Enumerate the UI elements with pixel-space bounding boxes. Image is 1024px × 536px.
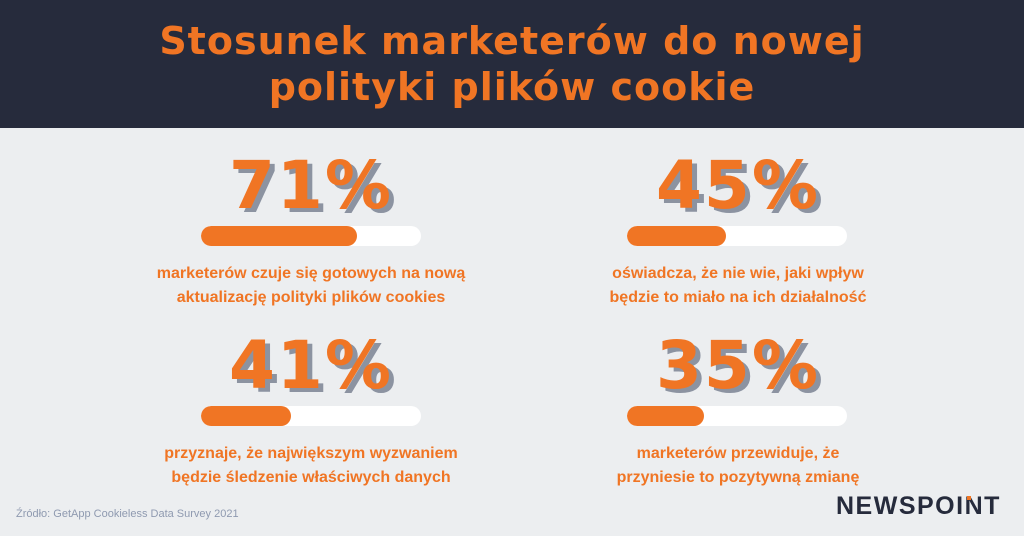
stat-description-1-line-1: marketerów czuje się gotowych na nową: [156, 265, 466, 282]
stat-description-2-line-1: oświadcza, że nie wie, jaki wpływ: [612, 265, 864, 282]
stat-description-3-line-2: będzie śledzenie właściwych danych: [171, 469, 451, 486]
stat-description-3: przyznaje, że największym wyzwaniem będz…: [71, 442, 551, 490]
stat-percentage-4: 35%: [656, 327, 820, 404]
progress-fill-1: [201, 226, 358, 246]
source-note: Źródło: GetApp Cookieless Data Survey 20…: [16, 508, 239, 520]
progress-bar-1: [201, 226, 421, 246]
progress-fill-3: [201, 406, 292, 426]
stat-description-2-line-2: będzie to miało na ich działalność: [609, 289, 867, 306]
stat-percentage-2: 45%: [656, 147, 820, 224]
logo-wordmark: NEWSPOINT: [836, 492, 1001, 520]
stat-description-4-line-1: marketerów przewiduje, że: [636, 445, 840, 462]
logo-accent-dot: [967, 496, 971, 500]
stat-description-4: marketerów przewiduje, że przyniesie to …: [498, 442, 978, 490]
progress-fill-2: [627, 226, 726, 246]
header-banner: Stosunek marketerów do nowej polityki pl…: [0, 0, 1024, 128]
page-title: Stosunek marketerów do nowej polityki pl…: [0, 18, 1024, 110]
progress-fill-4: [627, 406, 704, 426]
stat-description-1: marketerów czuje się gotowych na nową ak…: [71, 262, 551, 310]
progress-bar-4: [627, 406, 847, 426]
title-line-2: polityki plików cookie: [268, 65, 756, 109]
stat-description-1-line-2: aktualizację polityki plików cookies: [176, 289, 446, 306]
progress-bar-2: [627, 226, 847, 246]
progress-bar-3: [201, 406, 421, 426]
stat-description-3-line-1: przyznaje, że największym wyzwaniem: [164, 445, 458, 462]
stat-description-2: oświadcza, że nie wie, jaki wpływ będzie…: [498, 262, 978, 310]
title-line-1: Stosunek marketerów do nowej: [159, 19, 865, 63]
newspoint-logo: NEWSPOINT: [836, 492, 1001, 520]
stat-percentage-3: 41%: [229, 327, 393, 404]
stat-percentage-1: 71%: [229, 147, 393, 224]
stat-description-4-line-2: przyniesie to pozytywną zmianę: [616, 469, 860, 486]
